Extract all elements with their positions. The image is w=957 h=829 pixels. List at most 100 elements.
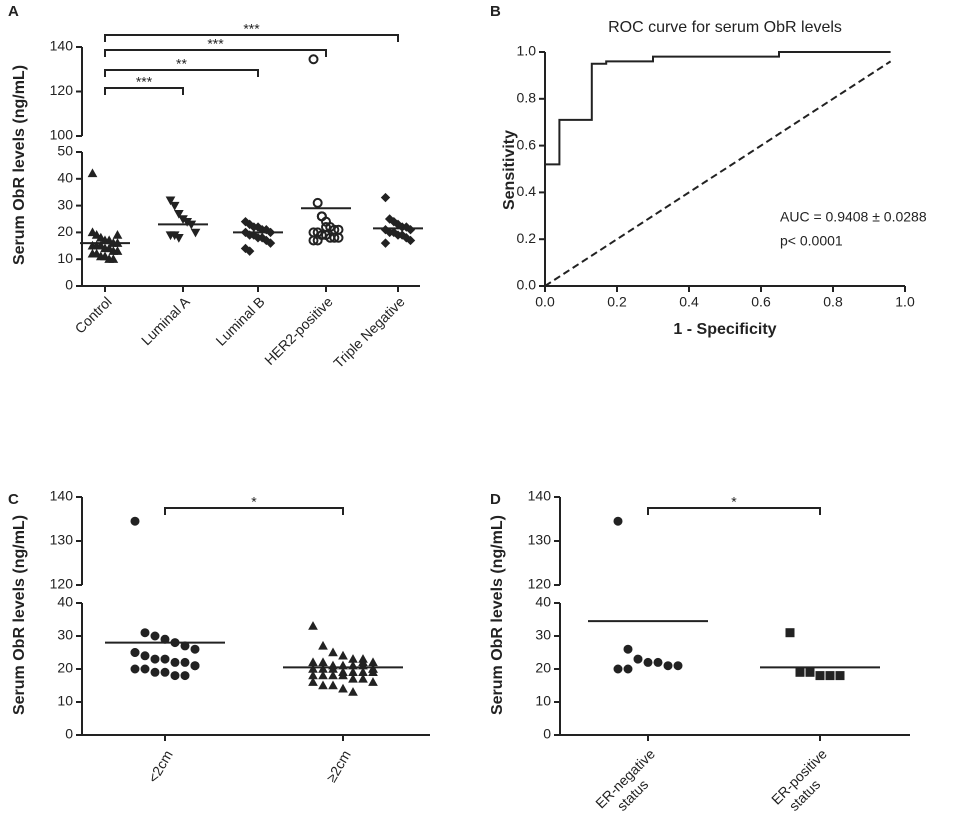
point <box>643 657 653 667</box>
panel-label: A <box>8 3 19 20</box>
point <box>633 654 643 664</box>
point <box>160 667 170 677</box>
y-tick-label: 100 <box>50 127 74 143</box>
y-tick-label: 0.0 <box>517 277 537 293</box>
point <box>308 235 319 246</box>
y-tick-label: 0.6 <box>517 136 537 152</box>
y-tick-label: 40 <box>535 594 551 610</box>
significance-bracket <box>104 49 327 57</box>
point <box>805 667 815 677</box>
point <box>150 631 160 641</box>
point <box>308 621 318 630</box>
roc-curve <box>545 51 891 166</box>
point <box>150 667 160 677</box>
point <box>338 683 348 693</box>
x-tick-label: ER-positivestatus <box>768 745 842 819</box>
y-tick-label: 10 <box>57 693 73 709</box>
point <box>170 671 180 681</box>
significance-bracket <box>104 69 259 77</box>
y-tick-label: 120 <box>50 82 74 98</box>
point <box>173 209 184 219</box>
significance-bracket <box>647 507 821 515</box>
significance-label: * <box>731 494 737 510</box>
x-tick-label: 0.4 <box>679 294 699 310</box>
x-tick-label: 0.8 <box>823 294 843 310</box>
point <box>190 644 200 654</box>
significance-bracket <box>104 87 184 95</box>
significance-label: *** <box>136 74 153 90</box>
point <box>190 661 200 671</box>
y-tick-label: 120 <box>50 576 74 592</box>
point <box>244 246 255 256</box>
y-tick-label: 130 <box>528 532 552 548</box>
point <box>312 197 323 208</box>
point <box>180 671 190 681</box>
x-tick-label: 0.6 <box>751 294 771 310</box>
point <box>108 254 119 263</box>
point <box>338 670 348 680</box>
point <box>160 654 170 664</box>
point <box>333 232 344 243</box>
point <box>825 671 835 681</box>
y-tick-label: 0.2 <box>517 230 537 246</box>
point <box>91 248 102 258</box>
x-tick-label: Luminal A <box>138 293 193 348</box>
point <box>180 657 190 667</box>
point <box>112 230 123 239</box>
y-tick-label: 30 <box>57 627 73 643</box>
significance-label: ** <box>176 56 187 72</box>
x-tick-label: <2cm <box>145 747 176 785</box>
y-axis-label: Serum ObR levels (ng/mL) <box>11 515 28 715</box>
point <box>613 664 623 674</box>
annotation: p< 0.0001 <box>780 233 843 249</box>
annotation: AUC = 0.9408 ± 0.0288 <box>780 209 927 225</box>
x-tick-label: Triple Negative <box>330 293 408 371</box>
point <box>112 246 123 255</box>
significance-label: *** <box>207 36 224 52</box>
point <box>318 640 328 650</box>
x-tick-label: Luminal B <box>212 293 267 348</box>
significance-bracket <box>164 507 344 515</box>
y-axis-label: Serum ObR levels (ng/mL) <box>489 515 506 715</box>
y-tick-label: 0 <box>65 277 73 293</box>
point <box>329 232 340 243</box>
point <box>130 516 140 526</box>
point <box>140 664 150 674</box>
y-tick-label: 130 <box>50 532 74 548</box>
point <box>613 516 623 526</box>
point <box>321 222 331 233</box>
point <box>653 657 663 667</box>
point <box>348 673 358 683</box>
x-axis-label: 1 - Specificity <box>673 321 776 338</box>
point <box>368 677 378 686</box>
point <box>815 671 825 681</box>
x-tick-label: 0.0 <box>535 294 555 310</box>
significance-label: * <box>251 494 257 510</box>
point <box>368 663 378 673</box>
y-tick-label: 20 <box>57 660 73 676</box>
point <box>173 234 184 243</box>
point <box>190 228 201 238</box>
point <box>140 628 150 638</box>
point <box>380 192 391 203</box>
significance-label: *** <box>243 21 260 37</box>
point <box>165 196 176 206</box>
point <box>130 664 140 674</box>
y-axis-label: Serum ObR levels (ng/mL) <box>11 65 28 265</box>
y-tick-label: 140 <box>528 488 552 504</box>
point <box>405 235 416 246</box>
x-tick-label: 0.2 <box>607 294 627 310</box>
point <box>169 201 180 211</box>
point <box>308 677 318 686</box>
point <box>95 240 106 250</box>
point <box>87 168 98 178</box>
point <box>130 648 140 657</box>
point <box>318 680 328 690</box>
y-tick-label: 140 <box>50 488 74 504</box>
y-tick-label: 30 <box>535 627 551 643</box>
point <box>328 647 338 657</box>
y-tick-label: 50 <box>57 143 73 159</box>
x-tick-label: Control <box>72 293 115 336</box>
